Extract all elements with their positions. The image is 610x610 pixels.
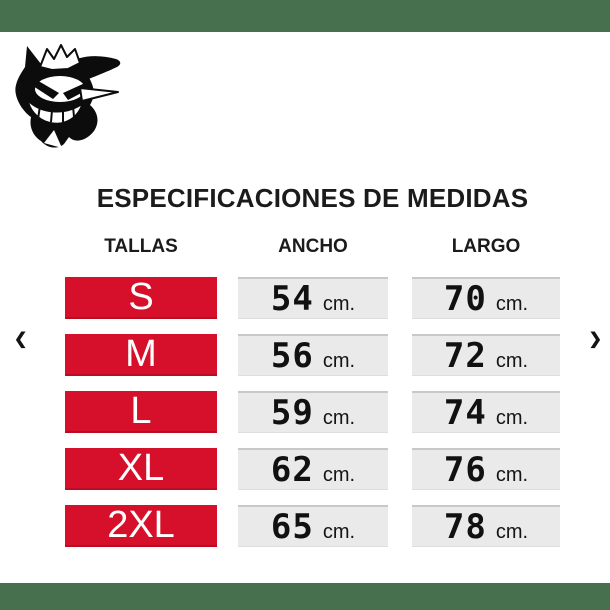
size-badge: M <box>65 334 217 377</box>
length-value: 74 <box>443 392 487 433</box>
table-row-m: M 56 cm. 72 cm. <box>65 334 560 377</box>
unit-label: cm. <box>322 463 356 486</box>
top-green-band <box>0 0 610 32</box>
unit-label: cm. <box>495 349 529 372</box>
carousel-next-button[interactable]: ❯ <box>588 331 602 348</box>
page-title: ESPECIFICACIONES DE MEDIDAS <box>96 183 529 213</box>
unit-label: cm. <box>322 349 356 372</box>
width-cell: 59 cm. <box>238 391 388 434</box>
unit-label: cm. <box>495 520 529 543</box>
gengar-logo-icon <box>10 42 128 152</box>
length-value: 72 <box>443 335 487 376</box>
size-badge: XL <box>65 448 217 491</box>
bottom-green-band <box>0 583 610 610</box>
size-badge: 2XL <box>65 505 217 548</box>
size-badge: L <box>65 391 217 434</box>
width-value: 62 <box>270 449 314 490</box>
size-spec-table: ESPECIFICACIONES DE MEDIDAS TALLAS ANCHO… <box>65 183 560 562</box>
width-cell: 65 cm. <box>238 505 388 548</box>
length-cell: 74 cm. <box>412 391 560 434</box>
unit-label: cm. <box>495 463 529 486</box>
length-value: 78 <box>443 506 487 547</box>
unit-label: cm. <box>322 406 356 429</box>
length-value: 76 <box>443 449 487 490</box>
table-row-l: L 59 cm. 74 cm. <box>65 391 560 434</box>
width-value: 54 <box>270 278 314 319</box>
width-value: 65 <box>270 506 314 547</box>
width-cell: 62 cm. <box>238 448 388 491</box>
width-value: 56 <box>270 335 314 376</box>
length-cell: 78 cm. <box>412 505 560 548</box>
width-value: 59 <box>270 392 314 433</box>
header-largo: LARGO <box>451 236 521 258</box>
table-row-s: S 54 cm. 70 cm. <box>65 277 560 320</box>
table-row-xl: XL 62 cm. 76 cm. <box>65 448 560 491</box>
width-cell: 56 cm. <box>238 334 388 377</box>
width-cell: 54 cm. <box>238 277 388 320</box>
unit-label: cm. <box>322 292 356 315</box>
table-header-row: TALLAS ANCHO LARGO <box>65 236 560 258</box>
unit-label: cm. <box>495 406 529 429</box>
unit-label: cm. <box>495 292 529 315</box>
carousel-prev-button[interactable]: ❮ <box>14 331 28 348</box>
table-row-2xl: 2XL 65 cm. 78 cm. <box>65 505 560 548</box>
length-cell: 76 cm. <box>412 448 560 491</box>
length-cell: 70 cm. <box>412 277 560 320</box>
size-badge: S <box>65 277 217 320</box>
header-ancho: ANCHO <box>278 236 348 258</box>
length-cell: 72 cm. <box>412 334 560 377</box>
unit-label: cm. <box>322 520 356 543</box>
length-value: 70 <box>443 278 487 319</box>
header-tallas: TALLAS <box>104 236 178 258</box>
